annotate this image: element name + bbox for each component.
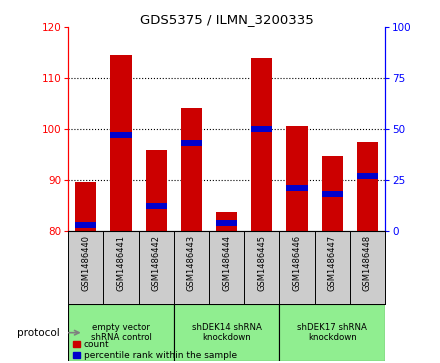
Bar bbox=[110, 55, 132, 231]
Bar bbox=[251, 58, 272, 231]
FancyArrowPatch shape bbox=[69, 330, 79, 335]
Bar bbox=[216, 212, 237, 231]
Text: shDEK17 shRNA
knockdown: shDEK17 shRNA knockdown bbox=[297, 323, 367, 342]
Text: GSM1486444: GSM1486444 bbox=[222, 234, 231, 290]
Bar bbox=[146, 150, 167, 231]
Bar bbox=[216, 220, 237, 226]
Bar bbox=[357, 142, 378, 231]
Bar bbox=[110, 132, 132, 138]
Bar bbox=[279, 304, 385, 361]
Bar bbox=[181, 140, 202, 146]
Text: shDEK14 shRNA
knockdown: shDEK14 shRNA knockdown bbox=[192, 323, 261, 342]
Bar bbox=[174, 304, 279, 361]
Title: GDS5375 / ILMN_3200335: GDS5375 / ILMN_3200335 bbox=[140, 13, 313, 26]
Text: GSM1486443: GSM1486443 bbox=[187, 234, 196, 291]
Text: GSM1486445: GSM1486445 bbox=[257, 234, 266, 290]
Bar bbox=[322, 191, 343, 197]
Text: GSM1486441: GSM1486441 bbox=[117, 234, 125, 290]
Bar bbox=[75, 183, 96, 231]
Bar bbox=[181, 108, 202, 231]
Bar bbox=[357, 173, 378, 179]
Bar bbox=[286, 126, 308, 231]
Text: GSM1486440: GSM1486440 bbox=[81, 234, 90, 290]
Text: GSM1486448: GSM1486448 bbox=[363, 234, 372, 291]
Bar bbox=[68, 304, 174, 361]
Text: GSM1486447: GSM1486447 bbox=[328, 234, 337, 291]
Bar bbox=[146, 203, 167, 209]
Text: protocol: protocol bbox=[17, 328, 59, 338]
Bar bbox=[322, 155, 343, 231]
Bar bbox=[251, 126, 272, 132]
Bar bbox=[75, 222, 96, 228]
Bar bbox=[286, 185, 308, 191]
Legend: count, percentile rank within the sample: count, percentile rank within the sample bbox=[73, 340, 237, 360]
Text: GSM1486446: GSM1486446 bbox=[293, 234, 301, 291]
Text: GSM1486442: GSM1486442 bbox=[152, 234, 161, 290]
Text: empty vector
shRNA control: empty vector shRNA control bbox=[91, 323, 151, 342]
